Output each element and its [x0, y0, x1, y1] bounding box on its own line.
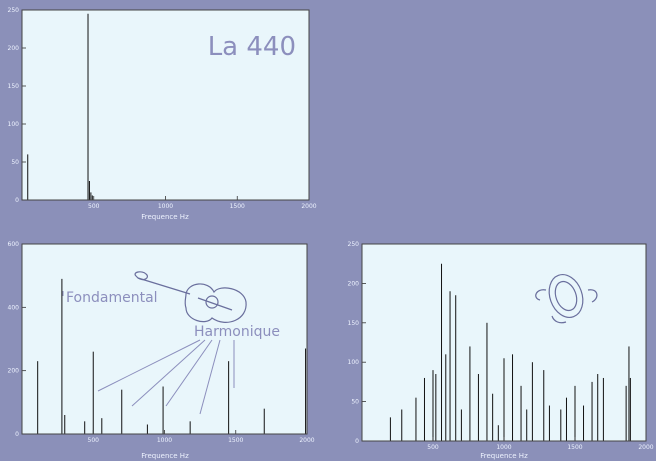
guitar-icon — [134, 271, 247, 323]
x-tick-label: 1000 — [496, 444, 511, 451]
x-tick-label: 500 — [88, 437, 100, 444]
chart-guitar-spectrum: 500 1000 1500 2000 0 200 400 600 Fondamental Ha… — [8, 241, 315, 460]
harmonic-pointer-lines — [62, 291, 235, 415]
axis-ticks: 500 1000 1500 2000 0 200 400 600 — [8, 241, 315, 444]
y-tick-label: 100 — [348, 359, 360, 366]
axis-ticks: 500 1000 1500 2000 0 50 100 150 200 250 — [348, 241, 654, 451]
x-tick-label: 1000 — [157, 437, 172, 444]
annotation-harmonique: Harmonique — [194, 324, 280, 340]
y-tick-label: 100 — [8, 121, 20, 128]
y-tick-label: 0 — [355, 438, 359, 445]
y-tick-label: 0 — [15, 431, 19, 438]
y-tick-label: 50 — [11, 159, 19, 166]
spectrum-bars — [389, 263, 631, 441]
y-tick-label: 200 — [348, 280, 360, 287]
x-tick-label: 1500 — [230, 203, 245, 210]
spectrum-bars — [37, 278, 307, 434]
x-tick-label: 2000 — [301, 203, 316, 210]
x-tick-label: 2000 — [299, 437, 314, 444]
x-tick-label: 1000 — [158, 203, 173, 210]
chart-title: La 440 — [208, 32, 296, 62]
y-tick-label: 600 — [8, 241, 20, 248]
x-axis-label: Frequence Hz — [141, 452, 189, 460]
y-tick-label: 150 — [348, 320, 360, 327]
annotation-fondamental: Fondamental — [66, 290, 158, 306]
x-tick-label: 1500 — [228, 437, 243, 444]
y-tick-label: 200 — [8, 368, 20, 375]
y-tick-label: 150 — [8, 83, 20, 90]
x-axis-label: Frequence Hz — [141, 213, 189, 221]
x-tick-label: 500 — [88, 203, 100, 210]
y-tick-label: 0 — [15, 197, 19, 204]
x-tick-label: 2000 — [638, 444, 653, 451]
y-tick-label: 250 — [8, 7, 20, 14]
y-tick-label: 400 — [8, 304, 20, 311]
y-tick-label: 200 — [8, 45, 20, 52]
y-tick-label: 50 — [351, 399, 359, 406]
cymbal-icon — [535, 274, 598, 324]
x-tick-label: 500 — [427, 444, 439, 451]
y-tick-label: 250 — [348, 241, 360, 248]
spectrum-bars — [27, 13, 93, 200]
chart-cymbal-spectrum: 500 1000 1500 2000 0 50 100 150 200 250 Frequence… — [348, 241, 654, 460]
x-tick-label: 1500 — [567, 444, 582, 451]
x-axis-label: Frequence Hz — [480, 452, 528, 460]
chart-la440: 500 1000 1500 2000 0 50 100 150 200 250 La 440 Fr… — [8, 7, 317, 221]
